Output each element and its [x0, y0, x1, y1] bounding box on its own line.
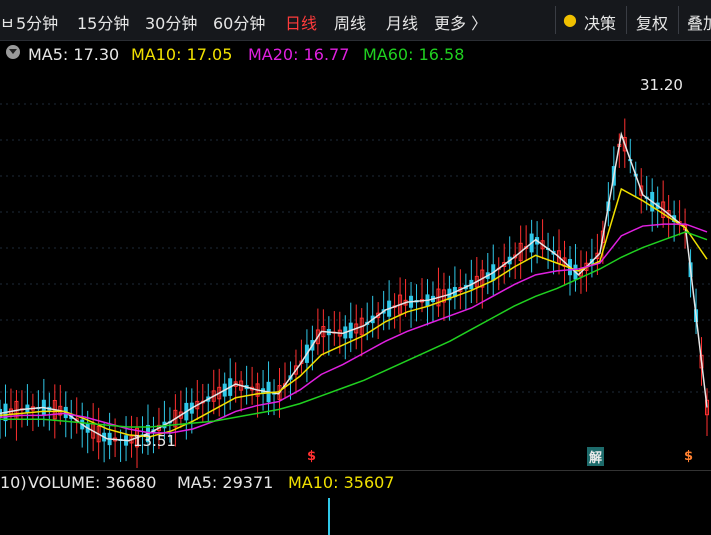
low-label: 13.51	[133, 432, 176, 450]
legend-ma60: MA60: 16.58	[363, 45, 465, 64]
candle-body	[513, 254, 518, 259]
tab-divider	[555, 6, 556, 34]
ma-line-ma60	[0, 231, 708, 428]
candle-body	[293, 365, 298, 375]
lightbulb-icon: ●	[563, 10, 577, 29]
volume-ma5: MA5: 29371	[177, 473, 274, 492]
candle-body	[595, 252, 600, 260]
marker-dividend-2[interactable]: $	[684, 449, 694, 464]
tab-30min[interactable]: 30分钟	[145, 14, 198, 33]
ma-line-ma5	[0, 131, 708, 442]
tab-60min[interactable]: 60分钟	[213, 14, 266, 33]
marker-unlock[interactable]: 解	[587, 447, 605, 466]
tab-daily[interactable]: 日线	[285, 14, 318, 33]
tab-15min[interactable]: 15分钟	[77, 14, 130, 33]
candle-body	[502, 262, 507, 268]
candle-body	[315, 329, 320, 345]
candle-body	[173, 409, 178, 428]
collapse-toggle-icon[interactable]	[6, 45, 20, 59]
volume-bar	[328, 498, 330, 535]
volume-prefix: 10)	[0, 473, 27, 492]
tab-more[interactable]: 更多 〉	[434, 14, 488, 33]
ma-legend: MA5: 17.30 MA10: 17.05 MA20: 16.77 MA60:…	[0, 40, 711, 68]
candle-body	[600, 230, 605, 243]
tab-weekly[interactable]: 周线	[334, 14, 367, 33]
candle-body	[661, 201, 666, 218]
tab-divider	[626, 6, 627, 34]
adjust-button[interactable]: 复权	[636, 14, 669, 33]
volume-legend: 10) VOLUME: 36680 MA5: 29371 MA10: 35607	[0, 470, 711, 493]
kline-chart[interactable]	[0, 68, 711, 468]
period-tabs: ㅂ 5分钟 15分钟 30分钟 60分钟 日线 周线 月线 更多 〉 ● 决策 …	[0, 0, 711, 41]
decision-button[interactable]: 决策	[584, 14, 617, 33]
volume-value: VOLUME: 36680	[28, 473, 157, 492]
high-label: 31.20	[640, 76, 683, 94]
marker-dividend[interactable]: $	[307, 449, 317, 464]
tab-divider	[678, 6, 679, 34]
candle-body	[518, 242, 523, 262]
tab-monthly[interactable]: 月线	[386, 14, 419, 33]
legend-ma10: MA10: 17.05	[131, 45, 233, 64]
candle-body	[639, 185, 644, 196]
volume-ma10: MA10: 35607	[288, 473, 395, 492]
low-value: 13.51	[133, 432, 176, 450]
volume-chart[interactable]	[0, 494, 711, 535]
high-value: 31.20	[640, 76, 683, 94]
legend-ma20: MA20: 16.77	[248, 45, 350, 64]
candle-body	[622, 136, 627, 152]
legend-ma5: MA5: 17.30	[28, 45, 120, 64]
candle-body	[376, 312, 381, 319]
overlay-button[interactable]: 叠加	[687, 14, 711, 33]
ma-line-ma10	[0, 187, 708, 438]
tab-partial[interactable]: ㅂ	[0, 14, 15, 33]
candle-body	[705, 399, 709, 416]
candle-body	[540, 240, 545, 250]
candle-body	[178, 411, 183, 419]
tab-5min[interactable]: 5分钟	[16, 14, 59, 33]
